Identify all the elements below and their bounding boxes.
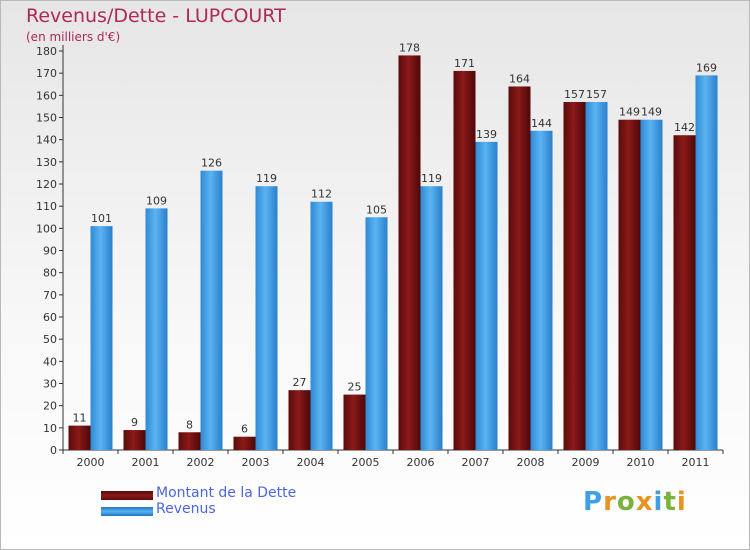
bar-revenus	[310, 201, 333, 450]
y-tick-label: 80	[43, 267, 57, 280]
x-tick-label: 2011	[682, 456, 710, 469]
x-tick-label: 2008	[517, 456, 545, 469]
data-label-dette: 8	[186, 418, 193, 431]
bar-dette	[508, 86, 531, 450]
bar-dette	[178, 432, 201, 450]
y-tick-label: 150	[36, 112, 57, 125]
logo-letter: r	[603, 487, 617, 517]
bar-dette	[398, 55, 421, 450]
y-tick-label: 130	[36, 156, 57, 169]
bar-dette	[673, 135, 696, 450]
bar-revenus	[200, 170, 223, 450]
bar-revenus	[585, 101, 608, 450]
x-tick-label: 2007	[462, 456, 490, 469]
bar-dette	[453, 70, 476, 450]
y-tick-label: 10	[43, 422, 57, 435]
logo-letter: o	[616, 487, 636, 517]
data-label-revenus: 157	[586, 88, 607, 101]
y-tick-label: 140	[36, 134, 57, 147]
data-label-dette: 6	[241, 423, 248, 436]
y-tick-label: 20	[43, 400, 57, 413]
data-label-revenus: 144	[531, 117, 552, 130]
y-tick-label: 60	[43, 311, 57, 324]
bar-dette	[343, 394, 366, 450]
data-label-revenus: 149	[641, 106, 662, 119]
bar-dette	[563, 101, 586, 450]
legend-swatch-revenus	[101, 507, 153, 516]
data-label-dette: 157	[564, 88, 585, 101]
chart-subtitle: (en milliers d'€)	[26, 30, 121, 44]
y-tick-label: 70	[43, 289, 57, 302]
x-tick-label: 2006	[407, 456, 435, 469]
bar-revenus	[90, 226, 113, 450]
x-tick-label: 2004	[297, 456, 325, 469]
data-label-dette: 171	[454, 57, 475, 70]
data-label-revenus: 119	[421, 172, 442, 185]
x-tick-label: 2005	[352, 456, 380, 469]
legend-swatch-dette	[101, 491, 153, 500]
data-label-dette: 178	[399, 41, 420, 54]
y-tick-label: 50	[43, 333, 57, 346]
data-label-revenus: 169	[696, 61, 717, 74]
data-label-dette: 142	[674, 121, 695, 134]
y-tick-label: 30	[43, 378, 57, 391]
bar-revenus	[365, 217, 388, 450]
bar-revenus	[145, 208, 168, 450]
logo-letter: x	[635, 487, 654, 517]
x-tick-label: 2002	[187, 456, 215, 469]
y-tick-label: 160	[36, 89, 57, 102]
legend-label-dette: Montant de la Dette	[156, 485, 297, 501]
data-label-dette: 164	[509, 72, 530, 85]
data-label-revenus: 105	[366, 203, 387, 216]
bar-revenus	[475, 141, 498, 450]
y-tick-label: 170	[36, 67, 57, 80]
y-tick-label: 40	[43, 355, 57, 368]
chart-title: Revenus/Dette - LUPCOURT	[26, 5, 286, 27]
bar-dette	[233, 436, 256, 450]
data-label-revenus: 139	[476, 128, 497, 141]
logo-letter: i	[676, 487, 687, 517]
bar-revenus	[640, 119, 663, 450]
data-label-revenus: 119	[256, 172, 277, 185]
y-tick-label: 100	[36, 222, 57, 235]
x-tick-label: 2003	[242, 456, 270, 469]
data-label-revenus: 112	[311, 188, 332, 201]
data-label-revenus: 109	[146, 194, 167, 207]
bar-revenus	[695, 75, 718, 450]
data-label-dette: 149	[619, 106, 640, 119]
data-label-dette: 11	[73, 412, 87, 425]
x-tick-label: 2000	[77, 456, 105, 469]
legend-label-revenus: Revenus	[156, 501, 216, 517]
proxiti-logo: Proxiti	[583, 487, 687, 517]
bar-dette	[68, 425, 91, 450]
x-tick-label: 2001	[132, 456, 160, 469]
logo-letter: i	[653, 487, 664, 517]
data-label-revenus: 101	[91, 212, 112, 225]
data-label-dette: 27	[293, 376, 307, 389]
bar-revenus	[255, 186, 278, 450]
y-tick-label: 0	[50, 444, 57, 457]
data-label-revenus: 126	[201, 157, 222, 170]
data-label-dette: 9	[131, 416, 138, 429]
y-tick-label: 180	[36, 45, 57, 58]
x-tick-label: 2009	[572, 456, 600, 469]
bar-revenus	[530, 130, 553, 451]
bar-revenus	[420, 186, 443, 450]
y-tick-label: 120	[36, 178, 57, 191]
data-label-dette: 25	[348, 381, 362, 394]
y-tick-label: 90	[43, 245, 57, 258]
logo-letter: t	[663, 487, 677, 517]
bar-dette	[288, 390, 311, 450]
y-tick-label: 110	[36, 200, 57, 213]
bar-dette	[123, 430, 146, 450]
logo-letter: P	[583, 487, 604, 517]
x-tick-label: 2010	[627, 456, 655, 469]
bar-dette	[618, 119, 641, 450]
